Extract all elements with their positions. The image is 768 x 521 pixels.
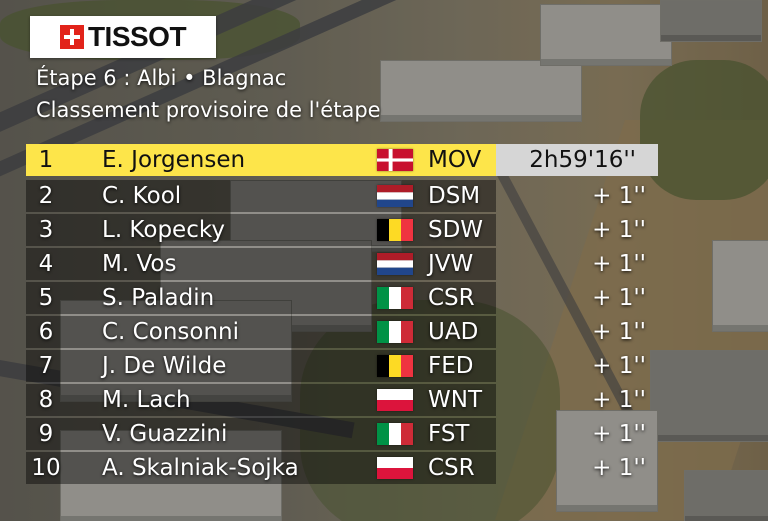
row-band — [26, 350, 496, 382]
poland-flag — [377, 457, 413, 479]
team-code: CSR — [428, 455, 475, 481]
row-band — [26, 248, 496, 280]
time-gap: + 1'' — [592, 387, 646, 413]
time-gap: + 1'' — [592, 183, 646, 209]
italy-flag — [377, 287, 413, 309]
rider-name: L. Kopecky — [102, 217, 225, 243]
time-gap: + 1'' — [592, 353, 646, 379]
rank: 8 — [38, 387, 54, 413]
table-row: 2 C. Kool DSM + 1'' — [26, 180, 658, 212]
team-code: FED — [428, 353, 474, 379]
rider-name: A. Skalniak-Sojka — [102, 455, 299, 481]
table-row: 6 C. Consonni UAD + 1'' — [26, 316, 658, 348]
belgium-flag — [377, 219, 413, 241]
table-row: 3 L. Kopecky SDW + 1'' — [26, 214, 658, 246]
rank: 1 — [38, 147, 54, 173]
time-box — [496, 144, 658, 176]
row-band — [26, 282, 496, 314]
time-gap: + 1'' — [592, 217, 646, 243]
rank: 3 — [38, 217, 54, 243]
rank: 2 — [38, 183, 54, 209]
netherlands-flag — [377, 185, 413, 207]
denmark-flag — [377, 149, 413, 171]
rank: 5 — [38, 285, 54, 311]
time-gap: + 1'' — [592, 455, 646, 481]
rider-name: M. Lach — [102, 387, 191, 413]
poland-flag — [377, 389, 413, 411]
rank: 10 — [31, 455, 61, 481]
rank: 7 — [38, 353, 54, 379]
rider-name: E. Jorgensen — [102, 147, 246, 173]
table-row: 7 J. De Wilde FED + 1'' — [26, 350, 658, 382]
rider-name: V. Guazzini — [102, 421, 228, 447]
netherlands-flag — [377, 253, 413, 275]
italy-flag — [377, 321, 413, 343]
row-band — [26, 418, 496, 450]
rider-name: C. Consonni — [102, 319, 239, 345]
row-band — [26, 180, 496, 212]
italy-flag — [377, 423, 413, 445]
row-band — [26, 214, 496, 246]
rank: 9 — [38, 421, 54, 447]
table-row: 9 V. Guazzini FST + 1'' — [26, 418, 658, 450]
team-code: JVW — [428, 251, 474, 277]
standings-subtitle: Classement provisoire de l'étape — [36, 98, 381, 122]
team-code: CSR — [428, 285, 475, 311]
time-gap: + 1'' — [592, 421, 646, 447]
tissot-logo: TISSOT — [30, 16, 216, 58]
table-row: 1 E. Jorgensen MOV 2h59'16'' — [26, 144, 658, 176]
rider-name: C. Kool — [102, 183, 182, 209]
row-band — [26, 384, 496, 416]
row-band — [26, 452, 496, 484]
time-gap: + 1'' — [592, 251, 646, 277]
table-row: 8 M. Lach WNT + 1'' — [26, 384, 658, 416]
table-row: 10 A. Skalniak-Sojka CSR + 1'' — [26, 452, 658, 484]
rank: 4 — [38, 251, 54, 277]
team-code: SDW — [428, 217, 484, 243]
rank: 6 — [38, 319, 54, 345]
team-code: MOV — [428, 147, 482, 173]
team-code: DSM — [428, 183, 481, 209]
table-row: 5 S. Paladin CSR + 1'' — [26, 282, 658, 314]
belgium-flag — [377, 355, 413, 377]
logo-wordmark: TISSOT — [87, 21, 187, 52]
row-band — [26, 316, 496, 348]
rider-name: M. Vos — [102, 251, 177, 277]
rider-name: J. De Wilde — [102, 353, 227, 379]
rider-name: S. Paladin — [102, 285, 215, 311]
team-code: UAD — [428, 319, 479, 345]
time-gap: + 1'' — [592, 285, 646, 311]
team-code: FST — [428, 421, 470, 447]
time-gap: + 1'' — [592, 319, 646, 345]
row-band — [26, 144, 496, 176]
team-code: WNT — [428, 387, 482, 413]
swiss-cross-icon — [59, 25, 84, 49]
time-gap: 2h59'16'' — [529, 147, 636, 173]
stage-title: Étape 6 : Albi • Blagnac — [36, 66, 287, 90]
table-row: 4 M. Vos JVW + 1'' — [26, 248, 658, 280]
